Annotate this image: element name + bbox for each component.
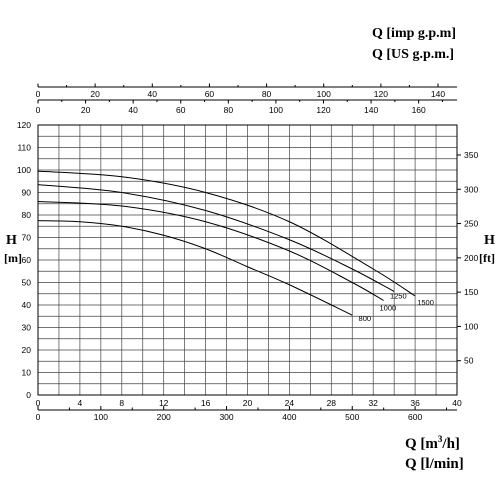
series-line-1500 <box>37 170 416 297</box>
series-line-1000 <box>37 201 384 301</box>
y-tick-label-m: 110 <box>17 143 31 153</box>
y-tick-label-m: 100 <box>17 165 31 175</box>
x-tick-label-m3h: 20 <box>243 398 253 408</box>
x-tick-label-lmin: 100 <box>94 412 108 422</box>
x-tick-label-lmin: 0 <box>36 412 41 422</box>
top-unit-us-gpm: Q [US g.p.m.] <box>372 47 455 62</box>
x-tick-label-imp-gpm: 100 <box>317 89 331 99</box>
top-unit-imp-gpm: Q [imp g.p.m] <box>372 26 456 41</box>
x-tick-label-lmin: 600 <box>408 412 422 422</box>
x-tick-label-imp-gpm: 60 <box>205 89 215 99</box>
x-tick-label-imp-gpm: 40 <box>148 89 158 99</box>
y-tick-label-ft: 250 <box>464 219 478 229</box>
plot-frame <box>37 124 458 396</box>
x-tick-label-imp-gpm: 20 <box>90 89 100 99</box>
y-tick-label-ft: 100 <box>464 321 478 331</box>
y-tick-label-m: 50 <box>22 278 32 288</box>
x-tick-label-us-gpm: 140 <box>364 105 378 115</box>
y-tick-label-m: 90 <box>22 188 32 198</box>
x-tick-label-lmin: 400 <box>282 412 296 422</box>
x-tick-label-us-gpm: 80 <box>224 105 234 115</box>
x-tick-label-imp-gpm: 140 <box>431 89 445 99</box>
left-unit-h: H <box>6 233 17 248</box>
bottom-unit-m3h-sup: 3 <box>437 434 443 444</box>
series-line-1250 <box>37 184 395 292</box>
y-tick-label-ft: 150 <box>464 287 478 297</box>
y-tick-label-m: 0 <box>26 390 31 400</box>
x-tick-label-m3h: 16 <box>201 398 211 408</box>
y-tick-label-m: 120 <box>17 120 31 130</box>
y-tick-label-m: 60 <box>22 255 32 265</box>
chart-axes: 0102030405060708090100110120501001502002… <box>17 83 478 422</box>
x-tick-label-m3h: 12 <box>159 398 169 408</box>
x-tick-label-m3h: 28 <box>327 398 337 408</box>
left-unit-m: [m] <box>4 251 22 265</box>
x-tick-label-imp-gpm: 0 <box>36 89 41 99</box>
x-tick-label-imp-gpm: 80 <box>262 89 272 99</box>
x-tick-label-lmin: 200 <box>157 412 171 422</box>
y-tick-label-ft: 50 <box>464 356 474 366</box>
series-line-800 <box>37 220 353 316</box>
x-tick-label-us-gpm: 0 <box>36 105 41 115</box>
chart-grid <box>37 124 458 396</box>
x-tick-label-imp-gpm: 120 <box>374 89 388 99</box>
series-label-800: 800 <box>359 314 372 323</box>
x-tick-label-us-gpm: 100 <box>269 105 283 115</box>
y-tick-label-m: 20 <box>22 345 32 355</box>
x-tick-label-m3h: 40 <box>452 398 462 408</box>
bottom-unit-m3h-base: Q [m <box>405 436 438 452</box>
x-tick-label-m3h: 36 <box>410 398 420 408</box>
x-tick-label-m3h: 0 <box>36 398 41 408</box>
y-tick-label-m: 10 <box>22 368 32 378</box>
x-tick-label-m3h: 32 <box>368 398 378 408</box>
chart-series-labels: 1500 1250 1000 800 <box>359 291 434 323</box>
series-label-1000: 1000 <box>379 304 396 313</box>
series-label-1250: 1250 <box>390 291 407 300</box>
right-unit-ft: [ft] <box>479 251 495 265</box>
x-tick-label-us-gpm: 160 <box>412 105 426 115</box>
x-tick-label-us-gpm: 60 <box>176 105 186 115</box>
bottom-unit-m3h: Q [m3/h] <box>405 434 460 453</box>
x-tick-label-us-gpm: 20 <box>81 105 91 115</box>
y-tick-label-m: 40 <box>22 300 32 310</box>
y-tick-label-m: 80 <box>22 210 32 220</box>
x-tick-label-lmin: 300 <box>219 412 233 422</box>
series-label-1500: 1500 <box>417 298 434 307</box>
x-tick-label-us-gpm: 40 <box>128 105 138 115</box>
right-unit-h: H <box>484 233 495 248</box>
bottom-unit-m3h-end: /h] <box>442 436 460 452</box>
y-tick-label-m: 30 <box>22 323 32 333</box>
x-tick-label-m3h: 24 <box>285 398 295 408</box>
y-tick-label-ft: 200 <box>464 253 478 263</box>
x-tick-label-m3h: 8 <box>119 398 124 408</box>
y-tick-label-ft: 350 <box>464 150 478 160</box>
x-tick-label-us-gpm: 120 <box>316 105 330 115</box>
chart-series <box>37 170 416 316</box>
x-tick-label-lmin: 500 <box>345 412 359 422</box>
y-tick-label-m: 70 <box>22 233 32 243</box>
bottom-unit-lmin: Q [l/min] <box>405 456 464 472</box>
x-tick-label-m3h: 4 <box>78 398 83 408</box>
y-tick-label-ft: 300 <box>464 184 478 194</box>
